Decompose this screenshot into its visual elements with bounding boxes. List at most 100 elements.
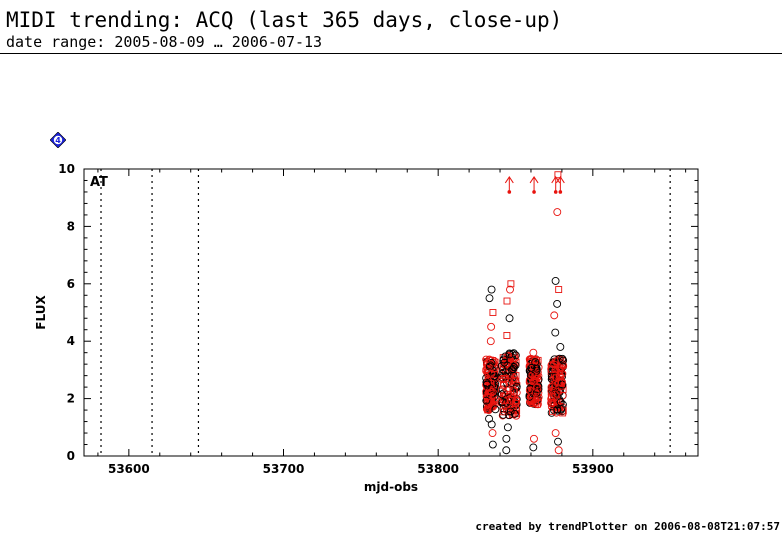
data-point-square <box>557 356 565 364</box>
data-point-circle <box>527 392 536 401</box>
data-point-circle <box>486 359 494 368</box>
data-point-circle <box>488 380 497 389</box>
upper-limit-dot <box>507 190 512 194</box>
data-point-circle <box>484 374 493 383</box>
data-point-circle <box>511 398 520 407</box>
data-point-circle <box>557 405 566 414</box>
data-point-circle <box>530 376 539 385</box>
data-point-circle <box>558 381 567 390</box>
data-point-circle <box>553 399 562 408</box>
data-point-circle <box>483 369 492 378</box>
data-point-circle <box>510 403 518 412</box>
data-point-circle <box>504 352 513 361</box>
data-point-circle <box>553 389 562 398</box>
data-point-circle <box>511 405 520 414</box>
data-point-circle <box>529 389 538 398</box>
data-point-circle <box>490 375 499 384</box>
data-point-circle <box>554 403 563 412</box>
data-point-circle <box>547 383 556 392</box>
data-point-circle <box>499 392 508 401</box>
page-title: MIDI trending: ACQ (last 365 days, close… <box>6 8 563 32</box>
data-point-square <box>491 358 499 366</box>
data-point-circle <box>530 363 539 372</box>
data-point-circle <box>499 365 508 374</box>
data-point-circle <box>499 404 508 413</box>
data-point-circle <box>482 387 491 396</box>
data-point-circle <box>548 386 557 395</box>
data-point-circle <box>557 370 566 379</box>
data-point-circle <box>526 378 535 387</box>
data-point-circle <box>510 363 519 372</box>
data-point-circle <box>484 387 493 396</box>
data-point-circle <box>554 378 563 387</box>
data-point-circle <box>525 355 534 364</box>
data-point-circle <box>548 398 557 407</box>
data-point-circle <box>487 386 496 395</box>
data-point-circle <box>482 378 491 387</box>
data-point-circle <box>508 376 517 385</box>
data-point-circle <box>549 394 558 403</box>
data-point-circle <box>482 367 491 375</box>
data-point-square <box>499 372 507 380</box>
data-point-circle <box>528 370 537 379</box>
data-point-circle <box>511 404 520 413</box>
data-point-circle <box>552 387 561 396</box>
data-point-circle <box>532 370 541 379</box>
data-point-circle <box>556 387 564 396</box>
data-point-circle <box>489 373 498 381</box>
data-point-square <box>489 392 497 400</box>
data-point-circle <box>551 385 559 394</box>
data-point-circle <box>503 359 512 368</box>
data-point-circle <box>554 446 563 455</box>
data-point-circle <box>552 395 560 404</box>
data-point-circle <box>531 389 540 398</box>
data-point-circle <box>488 399 497 408</box>
data-point-circle <box>531 372 540 380</box>
data-point-circle <box>553 406 562 415</box>
data-point-circle <box>509 364 518 373</box>
data-point-circle <box>548 368 557 376</box>
data-point-circle <box>511 376 520 385</box>
data-point-square <box>533 393 541 401</box>
y-tick-label: 6 <box>67 277 75 291</box>
data-point-circle <box>508 394 517 403</box>
data-point-circle <box>529 366 538 375</box>
data-point-square <box>499 354 507 362</box>
data-point-circle <box>534 375 543 384</box>
data-point-circle <box>483 359 492 368</box>
data-point-circle <box>501 356 510 365</box>
data-point-circle <box>506 393 515 402</box>
data-point-circle <box>484 406 493 415</box>
data-point-circle <box>491 389 499 398</box>
data-point-circle <box>483 389 492 398</box>
data-point-circle <box>555 382 564 391</box>
upper-limit-arrowhead <box>504 176 514 184</box>
data-point-circle <box>509 380 518 389</box>
data-point-circle <box>485 414 493 423</box>
data-point-circle <box>483 358 492 367</box>
data-point-circle <box>485 404 494 413</box>
data-point-circle <box>485 393 493 402</box>
data-point-circle <box>526 377 535 386</box>
data-point-circle <box>557 378 566 387</box>
data-point-circle <box>483 380 491 389</box>
data-point-circle <box>483 383 491 391</box>
data-point-circle <box>512 383 521 392</box>
y-tick-label: 8 <box>67 219 75 233</box>
data-point-circle <box>528 386 537 395</box>
data-point-circle <box>548 363 556 372</box>
data-point-circle <box>484 376 493 385</box>
data-point-circle <box>555 371 564 380</box>
data-point-circle <box>553 402 562 411</box>
data-point-circle <box>554 437 562 446</box>
data-point-square <box>489 389 497 397</box>
data-point-circle <box>532 366 541 375</box>
data-point-square <box>549 384 557 392</box>
data-point-circle <box>559 362 568 370</box>
data-point-circle <box>488 373 497 382</box>
data-point-circle <box>500 394 509 403</box>
data-point-circle <box>489 396 498 405</box>
data-point-circle <box>527 358 536 367</box>
data-point-circle <box>530 376 539 385</box>
data-point-circle <box>558 391 567 400</box>
